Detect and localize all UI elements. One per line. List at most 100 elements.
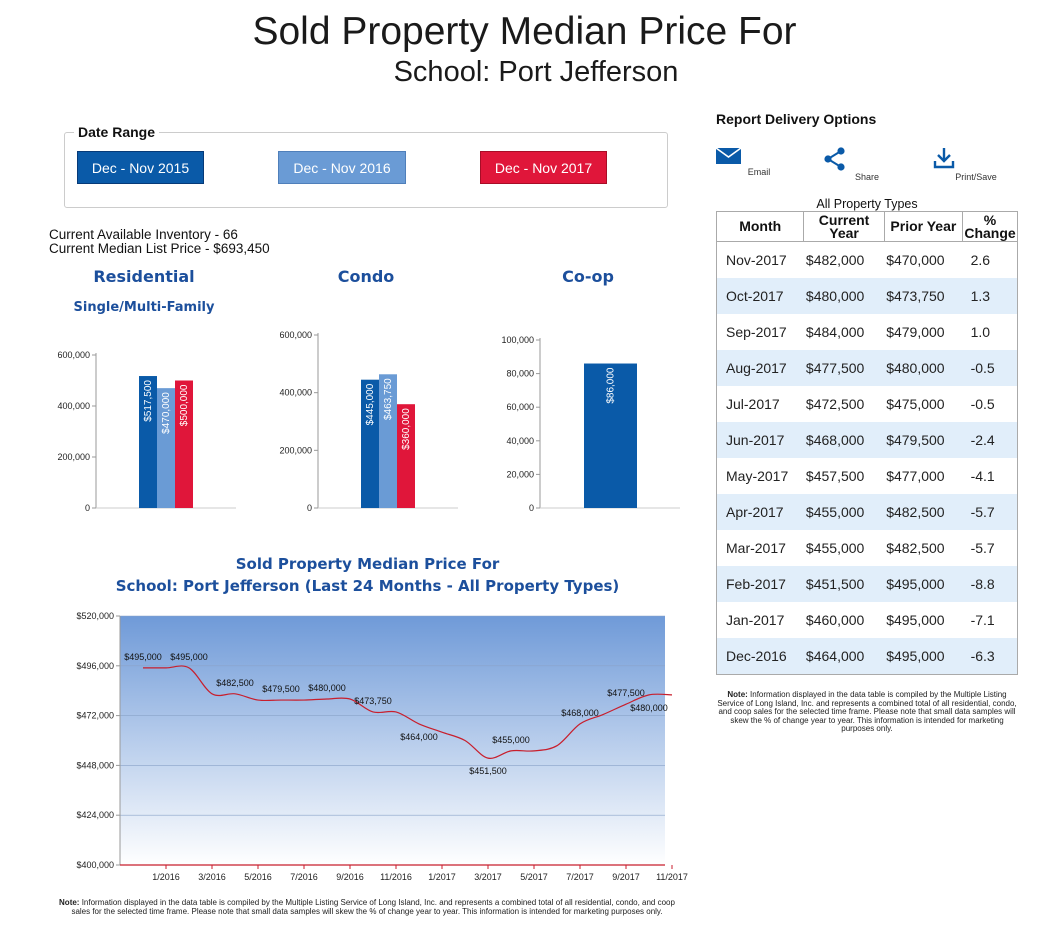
property-type-bar-charts: 0 200,000 400,000 600,000 $517,500 $470,000 $5… bbox=[57, 330, 680, 513]
prior-year-cell: $477,000 bbox=[886, 468, 945, 484]
point-data-label: $468,000 bbox=[561, 708, 599, 718]
point-data-label: $473,750 bbox=[354, 696, 392, 706]
pct-change-cell: -8.8 bbox=[962, 566, 1018, 602]
pct-change-cell: -2.4 bbox=[962, 422, 1018, 458]
date-range-2015-button[interactable]: Dec - Nov 2015 bbox=[77, 151, 204, 184]
current-year-cell: $451,500 bbox=[803, 566, 885, 602]
table-row: Nov-2017 $482,000 $470,000 2.6 bbox=[717, 242, 1018, 279]
prior-year-cell: $480,000 bbox=[884, 350, 963, 386]
prior-year-cell: $473,750 bbox=[884, 278, 963, 314]
pct-change-cell: 1.3 bbox=[962, 278, 1018, 314]
line-chart-title-2: School: Port Jefferson (Last 24 Months -… bbox=[115, 577, 620, 595]
line-chart-title-1: Sold Property Median Price For bbox=[235, 555, 500, 573]
residential-chart-title: Residential bbox=[93, 267, 195, 286]
month-cell: Oct-2017 bbox=[716, 278, 804, 314]
print-save-label[interactable]: Print/Save bbox=[955, 172, 997, 182]
plot-area bbox=[120, 616, 665, 865]
condo-bar bbox=[379, 374, 397, 508]
page-subtitle: School: Port Jefferson bbox=[393, 56, 679, 88]
email-label[interactable]: Email bbox=[747, 167, 771, 177]
y-tick-label: 600,000 bbox=[57, 350, 90, 360]
month-cell: Nov-2017 bbox=[726, 252, 787, 268]
point-data-label: $482,500 bbox=[216, 678, 254, 688]
month-cell: Apr-2017 bbox=[716, 494, 804, 530]
condo-bar bbox=[361, 379, 379, 508]
bar-data-label: $360,000 bbox=[401, 408, 412, 450]
table-row: Mar-2017 $455,000 $482,500 -5.7 bbox=[717, 530, 1018, 566]
table-row: Jun-2017 $468,000 $479,500 -2.4 bbox=[716, 422, 1018, 458]
current-year-cell: $482,000 bbox=[805, 252, 865, 268]
current-year-cell: $477,500 bbox=[803, 350, 885, 386]
month-cell: Aug-2017 bbox=[716, 350, 804, 386]
bar-data-label: $500,000 bbox=[179, 384, 190, 426]
point-data-label: $480,000 bbox=[308, 683, 346, 693]
point-data-label: $455,000 bbox=[492, 735, 530, 745]
current-year-cell: $464,000 bbox=[803, 638, 885, 675]
y-tick-label: $400,000 bbox=[76, 860, 114, 870]
condo-chart-title: Condo bbox=[337, 267, 395, 286]
coop-chart-title: Co-op bbox=[562, 267, 614, 286]
col-prior-year: Prior Year bbox=[883, 211, 964, 242]
point-data-label: $480,000 bbox=[630, 703, 668, 713]
point-data-label: $479,500 bbox=[262, 684, 300, 694]
residential-bar bbox=[157, 388, 175, 508]
prior-year-cell: $495,000 bbox=[884, 638, 963, 675]
y-tick-label: $496,000 bbox=[76, 661, 114, 671]
x-tick-label: 9/2016 bbox=[336, 872, 364, 882]
current-year-cell: $480,000 bbox=[803, 278, 885, 314]
x-tick-label: 1/2017 bbox=[428, 872, 456, 882]
share-icon[interactable] bbox=[823, 146, 847, 172]
pct-change-cell: -6.3 bbox=[962, 638, 1018, 675]
email-icon[interactable] bbox=[715, 146, 743, 166]
current-year-cell: $460,000 bbox=[805, 612, 865, 628]
download-icon[interactable] bbox=[932, 146, 956, 170]
point-data-label: $451,500 bbox=[469, 766, 507, 776]
prior-year-cell: $495,000 bbox=[886, 612, 945, 628]
table-row: Jan-2017 $460,000 $495,000 -7.1 bbox=[717, 602, 1018, 638]
y-tick-label: 200,000 bbox=[57, 452, 90, 462]
current-year-cell: $468,000 bbox=[803, 422, 885, 458]
bar-data-label: $517,500 bbox=[143, 380, 154, 422]
table-row: Sep-2017 $484,000 $479,000 1.0 bbox=[717, 314, 1018, 350]
y-tick-label: 400,000 bbox=[279, 388, 312, 398]
current-year-cell: $455,000 bbox=[805, 540, 865, 556]
date-range-2016-button[interactable]: Dec - Nov 2016 bbox=[278, 151, 406, 184]
y-tick-label: 200,000 bbox=[279, 445, 312, 455]
report-delivery-title: Report Delivery Options bbox=[716, 111, 877, 127]
y-tick-label: 100,000 bbox=[501, 335, 534, 345]
point-data-label: $495,000 bbox=[124, 652, 162, 662]
share-label[interactable]: Share bbox=[854, 172, 880, 182]
condo-bar bbox=[397, 404, 415, 508]
x-tick-label: 11/2016 bbox=[380, 872, 412, 882]
y-tick-label: $424,000 bbox=[76, 810, 114, 820]
current-year-cell: $457,500 bbox=[805, 468, 865, 484]
x-tick-label: 5/2017 bbox=[520, 872, 548, 882]
prior-year-cell: $495,000 bbox=[884, 566, 963, 602]
month-cell: Jul-2017 bbox=[726, 396, 780, 412]
pct-change-cell: -0.5 bbox=[962, 350, 1018, 386]
pct-change-cell: -0.5 bbox=[970, 396, 995, 412]
x-tick-label: 5/2016 bbox=[244, 872, 272, 882]
y-tick-label: $472,000 bbox=[76, 711, 114, 721]
x-tick-label: 1/2016 bbox=[152, 872, 180, 882]
y-tick-label: 600,000 bbox=[279, 330, 312, 340]
bar-data-label: $86,000 bbox=[606, 367, 617, 404]
y-tick-label: $520,000 bbox=[76, 611, 114, 621]
table-body: Nov-2017 $482,000 $470,000 2.6 Oct-2017 $480,… bbox=[716, 242, 1018, 675]
bar-data-label: $463,750 bbox=[383, 378, 394, 420]
x-tick-label: 9/2017 bbox=[612, 872, 640, 882]
col-current-year: Current Year bbox=[803, 211, 885, 242]
date-range-2017-button[interactable]: Dec - Nov 2017 bbox=[480, 151, 607, 184]
y-tick-label: 60,000 bbox=[506, 402, 534, 412]
residential-bar bbox=[175, 380, 193, 508]
table-note: Note: Information displayed in the data … bbox=[717, 690, 1017, 733]
median-price-line-chart: $400,000 $424,000 $448,000 $472,000 $496,000… bbox=[76, 611, 687, 882]
coop-bar-chart: 0 20,000 40,000 60,000 80,000 100,000 $86,000 bbox=[501, 335, 680, 513]
inventory-info: Current Available Inventory - 66 Current… bbox=[49, 228, 270, 256]
bar-data-label: $470,000 bbox=[161, 392, 172, 434]
point-data-label: $477,500 bbox=[607, 688, 645, 698]
y-tick-label: 40,000 bbox=[506, 436, 534, 446]
prior-year-cell: $482,500 bbox=[884, 494, 963, 530]
point-data-label: $464,000 bbox=[400, 732, 438, 742]
col-month: Month bbox=[715, 211, 805, 242]
